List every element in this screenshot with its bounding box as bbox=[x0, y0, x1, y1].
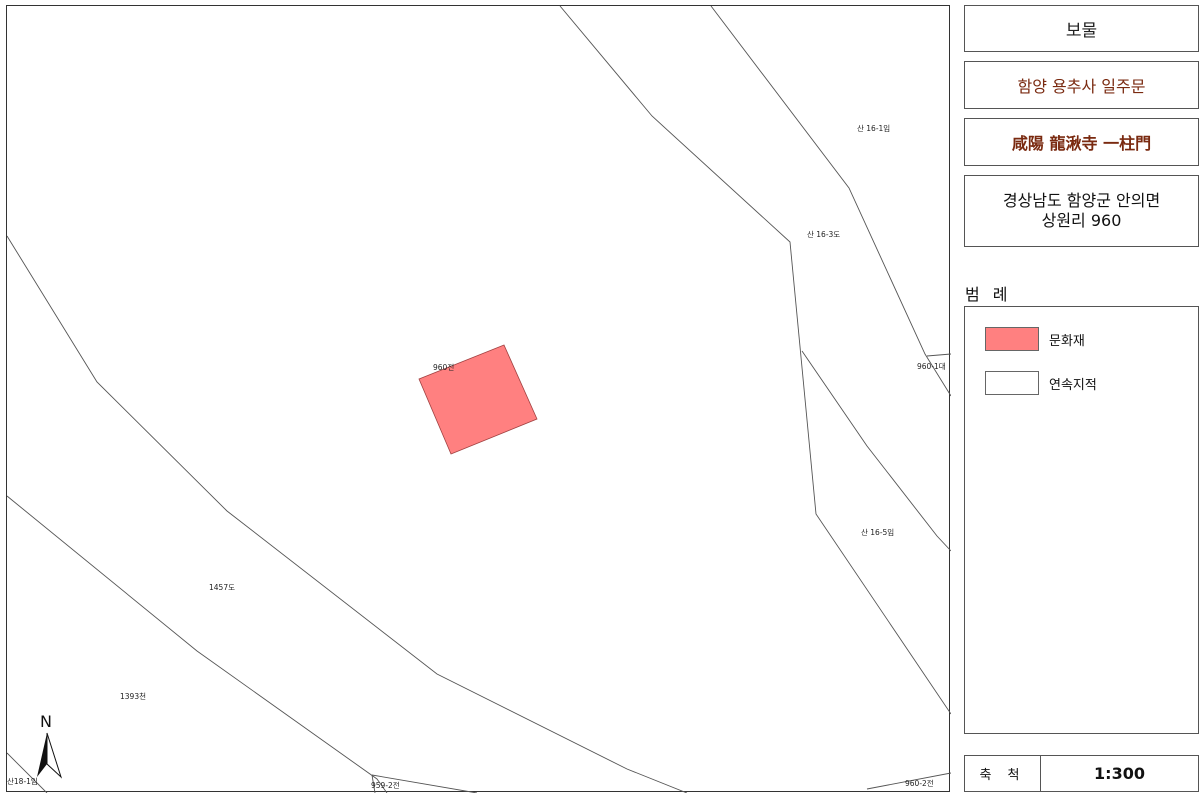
parcel-boundary-line bbox=[866, 772, 951, 790]
heritage-site-polygon[interactable] bbox=[418, 344, 538, 455]
address-box: 경상남도 함양군 안의면 상원리 960 bbox=[964, 175, 1199, 247]
parcel-boundary-line bbox=[801, 350, 951, 552]
address-line-1: 경상남도 함양군 안의면 bbox=[1002, 191, 1161, 210]
legend-item-parcel: 연속지적 bbox=[985, 371, 1097, 395]
parcel-boundary-line bbox=[559, 6, 951, 715]
legend-title: 범 례 bbox=[965, 285, 1012, 304]
parcel-label: 960-1대 bbox=[917, 362, 946, 371]
parcel-label: 960전 bbox=[433, 362, 454, 372]
scale-label: 축 척 bbox=[965, 756, 1041, 791]
heritage-name-hanja: 咸陽 龍湫寺 一柱門 bbox=[1011, 134, 1152, 153]
legend-box: 문화재 연속지적 bbox=[964, 306, 1199, 734]
parcel-label: 산18-1임 bbox=[7, 776, 38, 786]
legend-label: 연속지적 bbox=[1049, 377, 1097, 393]
parcel-map: 960전 산 16-1임 산 16-3도 960-1대 산 16-5임 1457… bbox=[7, 6, 951, 793]
parcel-label: 959-2전 bbox=[371, 780, 400, 790]
parcel-label: 1393천 bbox=[120, 691, 146, 701]
parcel-label: 산 16-5임 bbox=[861, 527, 894, 537]
map-view[interactable]: 960전 산 16-1임 산 16-3도 960-1대 산 16-5임 1457… bbox=[6, 5, 951, 793]
north-label: N bbox=[40, 712, 52, 731]
heritage-name-hanja-box: 咸陽 龍湫寺 一柱門 bbox=[964, 118, 1199, 166]
address-line-2: 상원리 960 bbox=[1041, 211, 1122, 230]
parcel-boundary-line bbox=[371, 774, 376, 793]
heritage-name-korean: 함양 용추사 일주문 bbox=[1017, 77, 1146, 96]
legend-label: 문화재 bbox=[1049, 333, 1085, 349]
heritage-name-korean-box: 함양 용추사 일주문 bbox=[964, 61, 1199, 109]
parcel-boundary-line bbox=[7, 752, 48, 793]
legend-swatch bbox=[985, 371, 1039, 395]
parcel-label: 산 16-3도 bbox=[807, 229, 840, 239]
parcel-boundary-line bbox=[710, 6, 951, 397]
parcel-label: 산 16-1임 bbox=[857, 123, 890, 133]
legend-item-heritage: 문화재 bbox=[985, 327, 1085, 351]
scale-value: 1:300 bbox=[1094, 764, 1145, 783]
heritage-type-box: 보물 bbox=[964, 5, 1199, 52]
parcel-boundary-line bbox=[7, 495, 388, 793]
north-arrow-icon: N bbox=[37, 712, 63, 779]
parcel-label: 960-2전 bbox=[905, 778, 934, 788]
scale-row: 축 척 1:300 bbox=[964, 755, 1199, 792]
legend-swatch bbox=[985, 327, 1039, 351]
parcel-boundaries bbox=[7, 6, 951, 793]
parcel-label: 1457도 bbox=[209, 583, 235, 592]
heritage-type: 보물 bbox=[1065, 21, 1098, 41]
parcel-boundary-line bbox=[7, 235, 688, 793]
parcel-boundary-line bbox=[926, 353, 951, 357]
parcel-boundary-line bbox=[371, 774, 478, 793]
